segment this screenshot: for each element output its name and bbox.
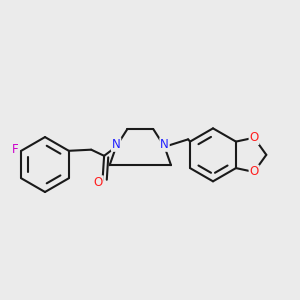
Text: O: O xyxy=(249,166,259,178)
Text: N: N xyxy=(112,138,121,151)
Text: O: O xyxy=(249,131,259,144)
Text: O: O xyxy=(94,176,103,189)
Text: F: F xyxy=(11,143,18,156)
Text: N: N xyxy=(160,138,169,151)
